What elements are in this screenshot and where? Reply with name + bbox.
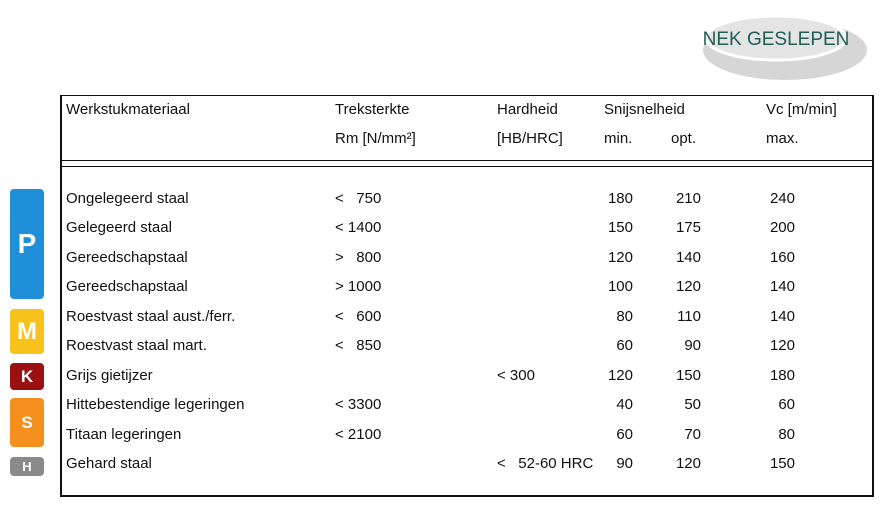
speed-opt: 70 bbox=[684, 426, 701, 443]
speed-opt: 50 bbox=[684, 396, 701, 413]
speed-opt: 210 bbox=[675, 190, 701, 207]
column-header: Treksterkte bbox=[335, 101, 410, 118]
table-frame bbox=[60, 95, 874, 497]
group-h: H bbox=[10, 457, 44, 476]
speed-max: 120 bbox=[769, 337, 795, 354]
material: Titaan legeringen bbox=[66, 426, 182, 443]
strength: < 850 bbox=[335, 337, 382, 354]
speed-max: 200 bbox=[769, 219, 795, 236]
group-m: M bbox=[10, 309, 44, 354]
strength: < 1400 bbox=[335, 219, 382, 236]
speed-min: 180 bbox=[607, 190, 633, 207]
strength: < 2100 bbox=[335, 426, 382, 443]
speed-min: 100 bbox=[607, 278, 633, 295]
material: Roestvast staal mart. bbox=[66, 337, 207, 354]
column-subheader: [HB/HRC] bbox=[497, 130, 563, 147]
speed-min: 120 bbox=[607, 249, 633, 266]
strength: > 1000 bbox=[335, 278, 382, 295]
speed-opt: 120 bbox=[675, 278, 701, 295]
badge-text: NEK GESLEPEN bbox=[703, 29, 850, 50]
column-header: Werkstukmateriaal bbox=[66, 101, 190, 118]
material: Roestvast staal aust./ferr. bbox=[66, 308, 236, 325]
column-subheader: Rm [N/mm²] bbox=[335, 130, 416, 147]
hardness: < 300 bbox=[497, 367, 535, 384]
material: Grijs gietijzer bbox=[66, 367, 153, 384]
speed-opt: 140 bbox=[675, 249, 701, 266]
group-p: P bbox=[10, 189, 44, 299]
strength: < 600 bbox=[335, 308, 382, 325]
badge: NEK GESLEPEN bbox=[703, 14, 867, 80]
material: Gehard staal bbox=[66, 455, 152, 472]
material: Ongelegeerd staal bbox=[66, 190, 189, 207]
speed-opt: 150 bbox=[675, 367, 701, 384]
speed-max: 180 bbox=[769, 367, 795, 384]
strength: < 3300 bbox=[335, 396, 382, 413]
column-header: Vc [m/min] bbox=[766, 101, 837, 118]
speed-opt: 175 bbox=[675, 219, 701, 236]
speed-min: 40 bbox=[616, 396, 633, 413]
speed-min: 60 bbox=[616, 337, 633, 354]
hardness: < 52-60 HRC bbox=[497, 455, 594, 472]
speed-max: 80 bbox=[778, 426, 795, 443]
speed-max: 140 bbox=[769, 278, 795, 295]
speed-max: 240 bbox=[769, 190, 795, 207]
speed-min: 60 bbox=[616, 426, 633, 443]
strength: < 750 bbox=[335, 190, 382, 207]
speed-max: 60 bbox=[778, 396, 795, 413]
column-subheader: opt. bbox=[671, 130, 697, 147]
speed-min: 150 bbox=[607, 219, 633, 236]
group-k: K bbox=[10, 363, 44, 390]
group-s: S bbox=[10, 398, 44, 447]
header-rule bbox=[60, 166, 874, 167]
header-rule bbox=[60, 160, 874, 161]
material: Gereedschapstaal bbox=[66, 278, 188, 295]
column-header: Hardheid bbox=[497, 101, 558, 118]
column-header: Snijsnelheid bbox=[604, 101, 685, 118]
speed-opt: 110 bbox=[677, 308, 701, 325]
speed-min: 90 bbox=[616, 455, 633, 472]
speed-max: 160 bbox=[769, 249, 795, 266]
speed-opt: 120 bbox=[675, 455, 701, 472]
speed-opt: 90 bbox=[684, 337, 701, 354]
speed-min: 80 bbox=[616, 308, 633, 325]
speed-max: 140 bbox=[769, 308, 795, 325]
column-subheader: max. bbox=[766, 130, 799, 147]
material: Hittebestendige legeringen bbox=[66, 396, 245, 413]
table-top bbox=[60, 95, 874, 96]
strength: > 800 bbox=[335, 249, 382, 266]
speed-min: 120 bbox=[607, 367, 633, 384]
column-subheader: min. bbox=[604, 130, 633, 147]
speed-max: 150 bbox=[769, 455, 795, 472]
material: Gereedschapstaal bbox=[66, 249, 188, 266]
material: Gelegeerd staal bbox=[66, 219, 172, 236]
